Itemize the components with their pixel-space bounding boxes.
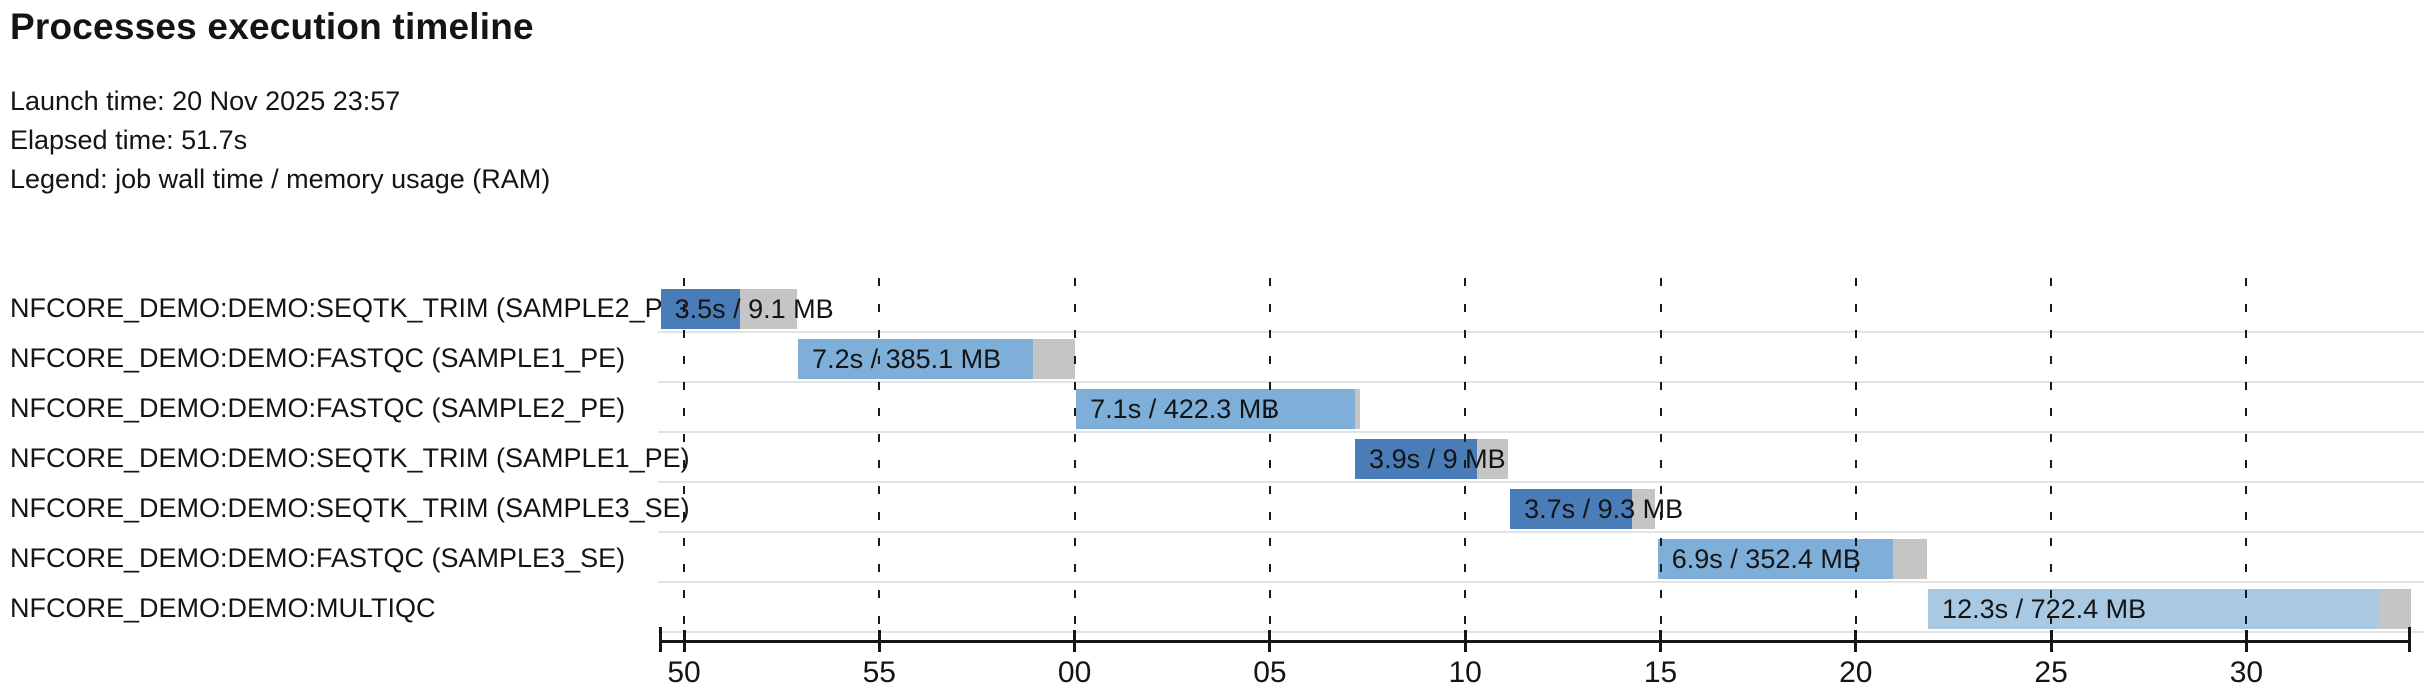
axis-tick-label: 15 (1643, 656, 1678, 689)
row-separator (658, 481, 2424, 483)
grid-line (1464, 278, 1467, 636)
axis-tick-label: 30 (2229, 656, 2264, 689)
axis-tick-label: 55 (862, 656, 896, 689)
bar-value-label: 6.9s / 352.4 MB (1671, 543, 1861, 574)
process-bar (1510, 489, 1655, 529)
axis-start-cap (658, 627, 662, 652)
bar-value-label: 12.3s / 722.4 MB (1942, 593, 2147, 624)
axis-tick-label: 05 (1253, 656, 1287, 689)
axis-end-cap (2408, 627, 2412, 652)
row-separator (658, 331, 2424, 333)
grid-line (1659, 278, 1662, 636)
process-label: NFCORE_DEMO:DEMO:MULTIQC (10, 592, 436, 623)
bar-value-label: 3.7s / 9.3 MB (1524, 493, 1684, 524)
axis-tick-label: 25 (2034, 656, 2068, 689)
axis-tick-label: 10 (1448, 656, 1482, 689)
process-bar (1928, 589, 2412, 629)
chart-title: Processes execution timeline (10, 6, 534, 47)
grid-line (2050, 278, 2053, 636)
wall-time-segment (798, 339, 1034, 379)
bar-value-label: 7.1s / 422.3 MB (1090, 393, 1280, 424)
bar-value-label: 3.5s / 9.1 MB (674, 293, 834, 324)
grid-line (878, 278, 881, 636)
wall-time-segment (660, 289, 740, 329)
row-separator (658, 531, 2424, 533)
wall-time-segment (1355, 439, 1477, 479)
memory-tail-segment (1476, 439, 1509, 479)
process-bar (660, 289, 798, 329)
process-bar (1076, 389, 1360, 429)
axis-line (658, 640, 2412, 643)
row-separator (658, 431, 2424, 433)
memory-tail-segment (1355, 389, 1360, 429)
grid-line (683, 278, 685, 636)
elapsed-time-text: Elapsed time: 51.7s (10, 125, 248, 155)
memory-tail-segment (739, 289, 798, 329)
memory-tail-segment (2379, 589, 2412, 629)
process-label: NFCORE_DEMO:DEMO:FASTQC (SAMPLE1_PE) (10, 342, 626, 373)
axis-tick-label: 00 (1057, 656, 1092, 689)
grid-line (1854, 278, 1857, 636)
launch-time-text: Launch time: 20 Nov 2025 23:57 (10, 86, 401, 116)
process-label: NFCORE_DEMO:DEMO:FASTQC (SAMPLE3_SE) (10, 542, 626, 573)
process-bar (798, 339, 1076, 379)
wall-time-segment (1510, 489, 1632, 529)
process-label: NFCORE_DEMO:DEMO:SEQTK_TRIM (SAMPLE1_PE) (10, 442, 690, 473)
process-bar (1657, 539, 1927, 579)
process-bar (1355, 439, 1509, 479)
memory-tail-segment (1033, 339, 1076, 379)
bar-value-label: 7.2s / 385.1 MB (812, 343, 1002, 374)
row-separator (658, 581, 2424, 583)
legend-text: Legend: job wall time / memory usage (RA… (10, 164, 551, 194)
process-label: NFCORE_DEMO:DEMO:SEQTK_TRIM (SAMPLE2_PE) (10, 292, 690, 323)
memory-tail-segment (1892, 539, 1927, 579)
bar-value-label: 3.9s / 9 MB (1369, 443, 1506, 474)
wall-time-segment (1928, 589, 2380, 629)
row-separator (658, 381, 2424, 383)
grid-line (2245, 278, 2248, 636)
memory-tail-segment (1631, 489, 1655, 529)
process-label: NFCORE_DEMO:DEMO:SEQTK_TRIM (SAMPLE3_SE) (10, 492, 690, 523)
process-label: NFCORE_DEMO:DEMO:FASTQC (SAMPLE2_PE) (10, 392, 626, 423)
row-separator (658, 631, 2424, 633)
grid-line (1268, 278, 1271, 636)
grid-line (1073, 278, 1076, 636)
wall-time-segment (1076, 389, 1356, 429)
axis-tick-label: 50 (667, 656, 701, 689)
axis-tick-label: 20 (1839, 656, 1873, 689)
wall-time-segment (1657, 539, 1893, 579)
